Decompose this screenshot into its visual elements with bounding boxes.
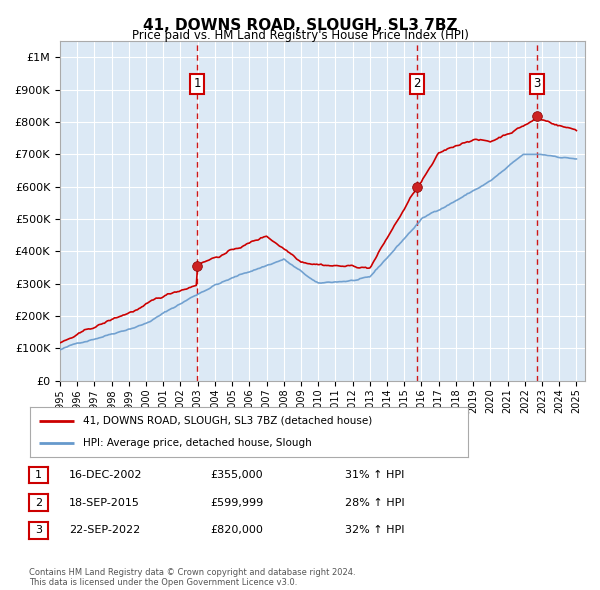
Text: £820,000: £820,000 <box>210 526 263 535</box>
Text: 41, DOWNS ROAD, SLOUGH, SL3 7BZ (detached house): 41, DOWNS ROAD, SLOUGH, SL3 7BZ (detache… <box>83 415 372 425</box>
Text: 3: 3 <box>533 77 541 90</box>
Text: 2: 2 <box>413 77 421 90</box>
Text: £599,999: £599,999 <box>210 498 263 507</box>
Text: Contains HM Land Registry data © Crown copyright and database right 2024.
This d: Contains HM Land Registry data © Crown c… <box>29 568 355 587</box>
Text: 31% ↑ HPI: 31% ↑ HPI <box>345 470 404 480</box>
Text: 1: 1 <box>35 470 42 480</box>
Text: 3: 3 <box>35 526 42 535</box>
Text: 1: 1 <box>193 77 201 90</box>
Text: 16-DEC-2002: 16-DEC-2002 <box>69 470 143 480</box>
Text: Price paid vs. HM Land Registry's House Price Index (HPI): Price paid vs. HM Land Registry's House … <box>131 30 469 42</box>
Text: 28% ↑ HPI: 28% ↑ HPI <box>345 498 404 507</box>
Text: 18-SEP-2015: 18-SEP-2015 <box>69 498 140 507</box>
Text: HPI: Average price, detached house, Slough: HPI: Average price, detached house, Slou… <box>83 438 311 448</box>
Text: 32% ↑ HPI: 32% ↑ HPI <box>345 526 404 535</box>
Text: £355,000: £355,000 <box>210 470 263 480</box>
Text: 22-SEP-2022: 22-SEP-2022 <box>69 526 140 535</box>
Text: 2: 2 <box>35 498 42 507</box>
Text: 41, DOWNS ROAD, SLOUGH, SL3 7BZ: 41, DOWNS ROAD, SLOUGH, SL3 7BZ <box>143 18 457 32</box>
